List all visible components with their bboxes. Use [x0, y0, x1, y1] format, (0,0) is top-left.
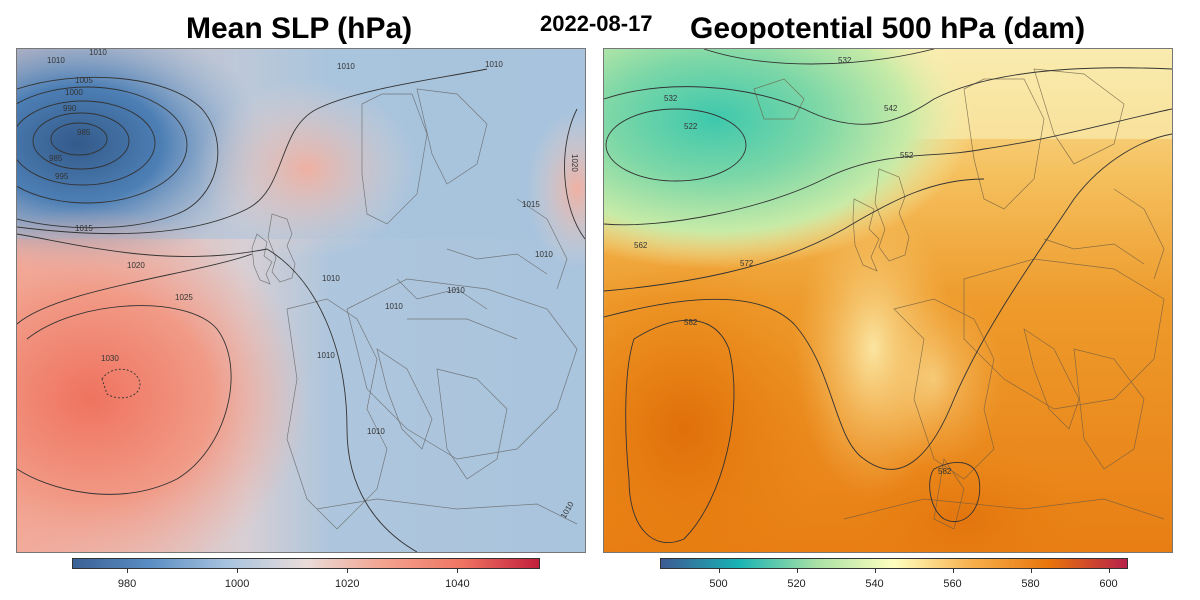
z500-contour-label: 572	[740, 259, 754, 268]
z500-panel-title: Geopotential 500 hPa (dam)	[690, 12, 1086, 45]
colorbar-tick-label: 500	[709, 578, 728, 590]
slp-contour-label: 995	[55, 172, 69, 181]
slp-contour-label: 1010	[337, 62, 355, 71]
colorbar-tick-label: 580	[1021, 578, 1040, 590]
slp-contour-label: 1010	[47, 56, 65, 65]
z500-contour-label: 582	[684, 318, 698, 327]
colorbar-tick	[1108, 568, 1110, 573]
slp-contour-label: 1015	[522, 200, 540, 209]
slp-contour-label: 1010	[447, 286, 465, 295]
slp-contour-label: 1010	[485, 60, 503, 69]
slp-map-canvas: 1010 1010 1005 1000 990 985 985 995 1010…	[17, 49, 585, 552]
colorbar-tick-label: 980	[117, 578, 137, 590]
z500-contour-label: 542	[884, 104, 898, 113]
colorbar-tick	[457, 568, 459, 573]
colorbar-tick	[718, 568, 720, 573]
colorbar-tick-label: 1000	[224, 578, 250, 590]
z500-contour-label: 582	[938, 467, 952, 476]
colorbar-tick-label: 560	[943, 578, 962, 590]
colorbar-tick	[237, 568, 239, 573]
slp-contour-label: 1000	[65, 88, 83, 97]
colorbar-tick-label: 1020	[335, 578, 360, 590]
colorbar-tick	[1030, 568, 1032, 573]
slp-map: 1010 1010 1005 1000 990 985 985 995 1010…	[16, 48, 586, 553]
z500-colorbar-gradient	[660, 558, 1128, 569]
colorbar-tick	[796, 568, 798, 573]
slp-contour-label: 1030	[101, 354, 119, 363]
slp-contour-label: 1010	[385, 302, 403, 311]
z500-contour-label: 522	[684, 122, 698, 131]
slp-panel-title: Mean SLP (hPa)	[186, 12, 413, 45]
colorbar-tick-label: 1040	[445, 578, 470, 590]
z500-map: 532 532 522 542 552 562 572 582 582	[603, 48, 1173, 553]
slp-contour-label: 1010	[367, 427, 385, 436]
z500-map-canvas: 532 532 522 542 552 562 572 582 582	[604, 49, 1172, 552]
z500-contour-label: 552	[900, 151, 914, 160]
slp-contour-label: 1015	[75, 224, 93, 233]
colorbar-tick	[347, 568, 349, 573]
date-label: 2022-08-17	[540, 11, 653, 36]
colorbar-tick	[127, 568, 129, 573]
slp-contour-label: 1010	[322, 274, 340, 283]
slp-contour-label: 1020	[127, 261, 145, 270]
slp-contour-label: 1025	[175, 293, 193, 302]
slp-contour-label: 1010	[317, 351, 335, 360]
colorbar-tick-label: 540	[865, 578, 884, 590]
slp-contour-label: 1010	[89, 49, 107, 57]
z500-colorbar: 500 520 540 560 580 600	[660, 558, 1130, 598]
colorbar-tick	[874, 568, 876, 573]
colorbar-tick-label: 520	[787, 578, 806, 590]
z500-contour-label: 532	[664, 94, 678, 103]
slp-contour-label: 1010	[535, 250, 553, 259]
slp-colorbar-gradient	[72, 558, 540, 569]
slp-colorbar: 980 1000 1020 1040	[72, 558, 542, 598]
z500-contour-label: 532	[838, 56, 852, 65]
z500-contour-label: 562	[634, 241, 648, 250]
z500-contour-labels: 532 532 522 542 552 562 572 582 582	[634, 56, 952, 476]
slp-contour-label: 985	[49, 154, 63, 163]
slp-contour-label: 985	[77, 128, 91, 137]
colorbar-tick	[952, 568, 954, 573]
slp-contour-label: 1020	[570, 154, 579, 172]
slp-contour-label: 990	[63, 104, 77, 113]
slp-contour-label: 1005	[75, 76, 93, 85]
colorbar-tick-label: 600	[1099, 578, 1118, 590]
